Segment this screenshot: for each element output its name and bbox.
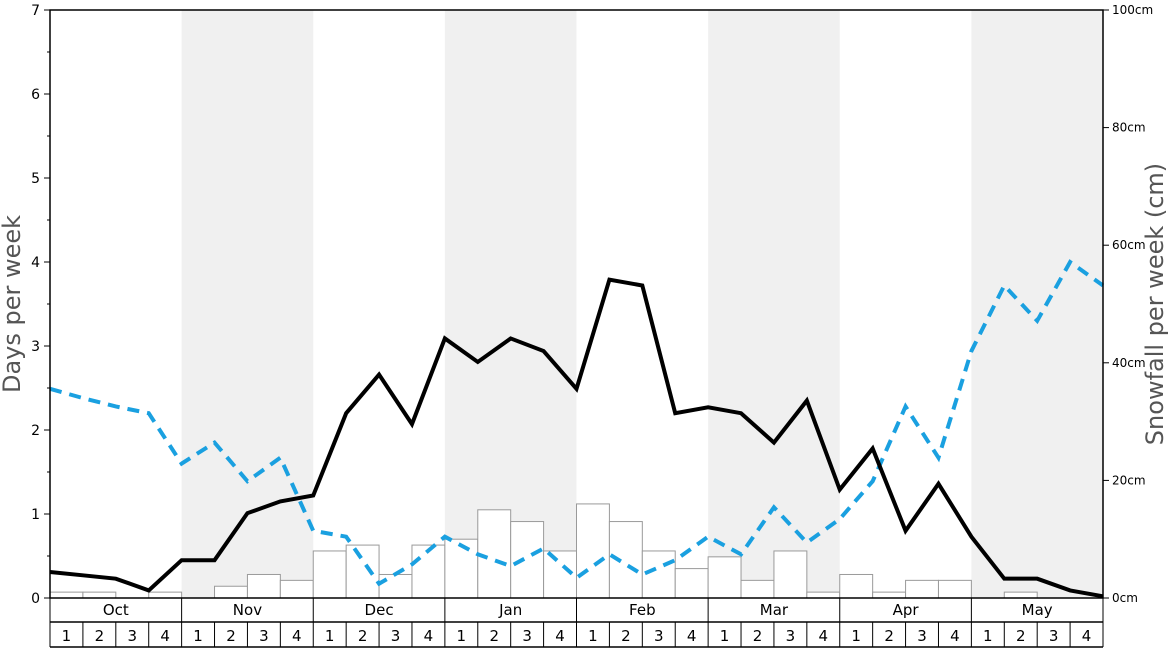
week-label: 4 [424,627,434,645]
week-label: 3 [391,627,401,645]
week-label: 3 [522,627,532,645]
right-tick-label: 40cm [1112,356,1146,370]
month-band-shaded [971,10,1103,598]
snowfall-bar [839,573,874,599]
week-label: 4 [555,627,565,645]
snowfall-bar [510,521,545,599]
month-label: May [1022,601,1053,619]
week-label: 4 [950,627,960,645]
week-label: 3 [654,627,664,645]
week-label: 2 [1016,627,1026,645]
snowfall-bar [345,544,380,599]
snowfall-bar [872,591,907,599]
month-bands [181,10,1103,598]
right-axis-title: Snowfall per week (cm) [1141,163,1168,445]
week-label: 2 [226,627,236,645]
week-label: 2 [489,627,499,645]
week-label: 2 [358,627,368,645]
week-label: 4 [1082,627,1092,645]
week-label: 1 [325,627,335,645]
week-label: 3 [1049,627,1059,645]
left-tick-label: 1 [31,507,40,523]
week-label: 1 [983,627,993,645]
week-label: 2 [884,627,894,645]
month-label: Dec [365,601,394,619]
month-band-shaded [444,10,577,598]
week-label: 4 [819,627,829,645]
week-label: 2 [95,627,105,645]
left-tick-label: 0 [31,591,40,607]
right-tick-label: 80cm [1112,121,1146,135]
snowfall-bar [576,503,610,599]
snowfall-bar [707,556,742,599]
week-label: 4 [687,627,697,645]
month-label: Jan [498,601,522,619]
left-tick-label: 4 [31,255,40,271]
snowfall-bar [806,591,841,599]
left-tick-label: 6 [31,87,40,103]
month-label: Nov [233,601,262,619]
snowfall-bar [411,544,446,599]
snowfall-bar [312,550,347,599]
snowfall-bar [1003,591,1038,599]
right-tick-label: 60cm [1112,238,1146,252]
week-label: 3 [917,627,927,645]
snowfall-bar [279,579,314,599]
snowfall-bar [740,579,775,599]
snowfall-bar [608,521,643,599]
month-label: Mar [760,601,789,619]
snowfall-bar [477,509,512,599]
week-label: 1 [193,627,203,645]
left-tick-label: 7 [31,3,40,19]
week-label: 3 [786,627,796,645]
snowfall-bar [82,591,117,599]
left-tick-label: 2 [31,423,40,439]
week-label: 4 [160,627,170,645]
week-label: 1 [588,627,598,645]
right-tick-label: 0cm [1112,591,1138,605]
solid-series-line [49,277,1104,599]
week-label: 3 [127,627,137,645]
right-tick-label: 20cm [1112,473,1146,487]
month-label: Oct [103,601,129,619]
week-label: 1 [457,627,467,645]
snowfall-bar [674,568,709,599]
left-axis-title: Days per week [0,215,26,393]
week-label: 1 [720,627,730,645]
right-tick-label: 100cm [1112,3,1153,17]
left-axis: 0 1 2 3 4 5 6 7 [31,3,50,607]
snowfall-bar [773,550,808,599]
snowfall-bar [378,573,413,599]
snowfall-bar [543,550,577,599]
month-label: Apr [893,601,920,619]
snowfall-bar [148,591,183,599]
left-tick-label: 5 [31,171,40,187]
snowfall-bar [937,579,972,599]
left-tick-label: 3 [31,339,40,355]
month-band-shaded [708,10,840,598]
week-label: 1 [62,627,72,645]
snowfall-bar [214,585,248,599]
snowfall-bar [246,573,281,599]
week-label: 2 [753,627,763,645]
week-label: 2 [621,627,631,645]
week-label: 3 [259,627,269,645]
month-band-shaded [181,10,314,598]
week-label: 4 [292,627,302,645]
month-label: Feb [629,601,656,619]
x-axis-calendar: Oct Nov Dec Jan Feb Mar Apr May 1 2 3 4 1 2 3 4 1 2 3 4 1 2 3 4… [49,598,1104,648]
right-axis: 0cm 20cm 40cm 60cm 80cm 100cm [1103,3,1153,605]
week-label: 1 [851,627,861,645]
snowfall-bar [49,591,84,599]
dashed-series-line [49,259,1105,587]
snowfall-bar [444,538,479,599]
snowfall-bar [905,579,939,599]
